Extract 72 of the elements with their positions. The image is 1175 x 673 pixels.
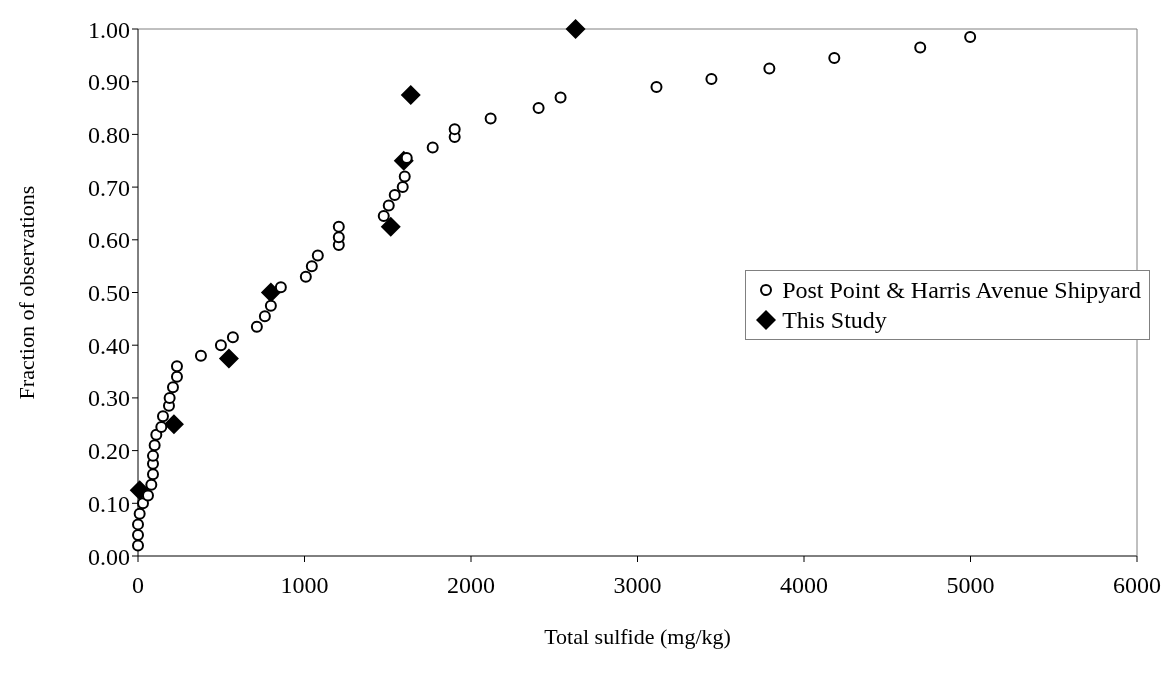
y-tick-label: 0.90 bbox=[88, 69, 130, 96]
point bbox=[145, 478, 158, 491]
y-tick-label: 0.00 bbox=[88, 543, 130, 570]
point bbox=[274, 281, 287, 294]
point bbox=[132, 539, 144, 552]
point bbox=[218, 348, 239, 369]
legend-label: Post Point & Harris Avenue Shipyard bbox=[782, 276, 1141, 305]
point bbox=[964, 30, 977, 43]
y-tick-label: 0.50 bbox=[88, 280, 130, 307]
point bbox=[650, 80, 663, 93]
point bbox=[565, 19, 586, 39]
point bbox=[132, 518, 144, 531]
point bbox=[194, 349, 207, 362]
x-tick-label: 6000 bbox=[1113, 572, 1161, 599]
x-tick-label: 0 bbox=[132, 572, 144, 599]
point bbox=[155, 420, 168, 433]
point bbox=[264, 299, 277, 312]
point bbox=[170, 370, 183, 383]
point bbox=[484, 112, 497, 125]
point bbox=[133, 507, 146, 520]
point bbox=[132, 528, 144, 541]
x-tick-label: 5000 bbox=[946, 572, 995, 599]
point bbox=[828, 51, 841, 64]
x-axis-title: Total sulfide (mg/kg) bbox=[544, 624, 731, 649]
y-axis-title: Fraction of observations bbox=[13, 185, 39, 400]
point bbox=[141, 489, 154, 502]
point bbox=[398, 170, 411, 183]
point bbox=[400, 84, 421, 105]
point bbox=[146, 449, 159, 462]
y-tick-label: 0.80 bbox=[88, 121, 130, 148]
point bbox=[226, 331, 239, 344]
y-tick-label: 0.10 bbox=[88, 490, 130, 517]
point bbox=[332, 231, 345, 244]
point bbox=[311, 249, 324, 262]
x-tick-label: 2000 bbox=[447, 572, 495, 599]
point bbox=[554, 91, 567, 104]
point bbox=[299, 270, 312, 283]
point bbox=[146, 468, 159, 481]
point bbox=[914, 41, 927, 54]
point bbox=[305, 260, 318, 273]
point bbox=[396, 181, 409, 194]
y-tick-label: 0.40 bbox=[88, 332, 130, 359]
point bbox=[448, 123, 461, 136]
point bbox=[163, 391, 176, 404]
point bbox=[332, 220, 345, 233]
point bbox=[382, 199, 395, 212]
x-tick-label: 3000 bbox=[613, 572, 662, 599]
point bbox=[148, 439, 161, 452]
point bbox=[426, 141, 439, 154]
point bbox=[156, 410, 169, 423]
point bbox=[388, 189, 401, 202]
y-tick-label: 0.70 bbox=[88, 174, 130, 201]
x-tick-label: 1000 bbox=[280, 572, 329, 599]
y-tick-label: 0.60 bbox=[88, 227, 130, 254]
y-tick-label: 1.00 bbox=[88, 16, 130, 43]
y-tick-label: 0.30 bbox=[88, 385, 130, 412]
y-tick-label: 0.20 bbox=[88, 438, 130, 465]
point bbox=[214, 339, 227, 352]
point bbox=[380, 216, 401, 237]
x-tick-label: 4000 bbox=[780, 572, 828, 599]
point bbox=[166, 381, 179, 394]
point bbox=[137, 497, 149, 510]
point bbox=[170, 360, 183, 373]
point bbox=[705, 73, 718, 86]
point bbox=[532, 102, 545, 115]
point bbox=[258, 310, 271, 323]
legend-label: This Study bbox=[782, 306, 887, 335]
point bbox=[250, 320, 263, 333]
point bbox=[763, 62, 776, 75]
point bbox=[260, 282, 281, 303]
point bbox=[377, 210, 390, 223]
point bbox=[163, 414, 184, 435]
